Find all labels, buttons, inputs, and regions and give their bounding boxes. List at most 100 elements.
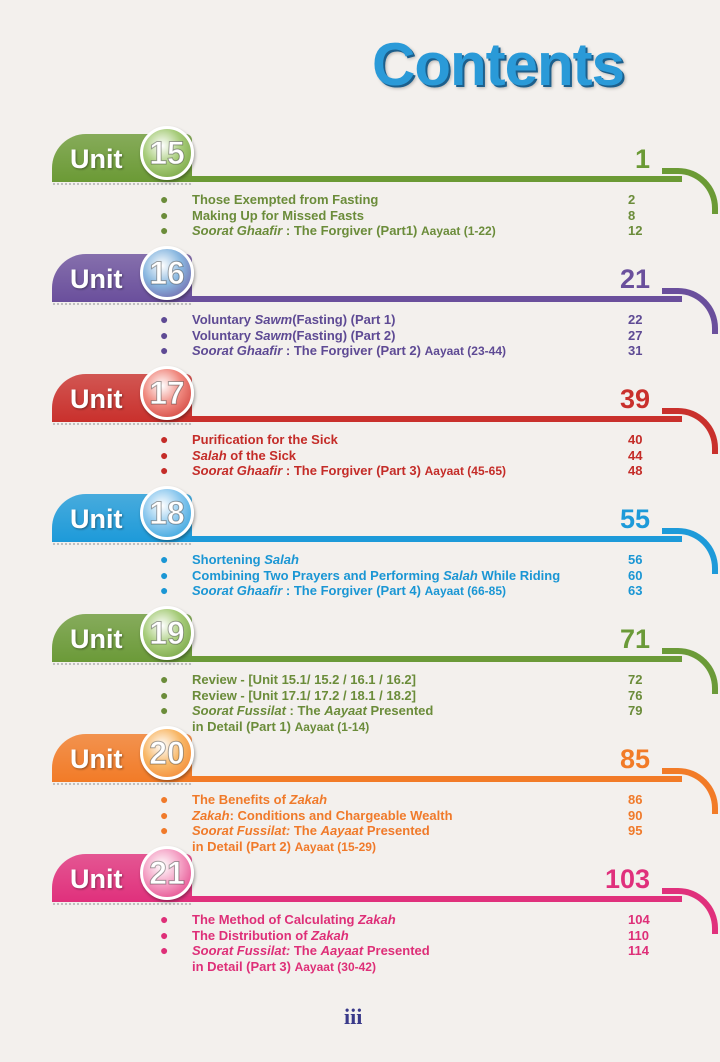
entry-text: Soorat Ghaafir [192, 583, 283, 598]
divider-curve [662, 408, 718, 454]
entry-page-number: 79 [628, 703, 643, 718]
contents-entry[interactable]: ● Combining Two Prayers and Performing Sa… [160, 567, 660, 584]
unit-page-number[interactable]: 85 [619, 744, 650, 774]
contents-entry[interactable]: ● Review - [Unit 17.1/ 17.2 / 18.1 / 18.2… [160, 686, 660, 704]
entry-text: Aayaat (45-65) [424, 464, 506, 478]
unit-number-badge: 15 [140, 126, 194, 180]
bullet-icon: ● [160, 326, 169, 343]
entry-text: Presented [363, 943, 430, 958]
entry-text: in Detail (Part 2) [192, 838, 295, 854]
unit-number-badge: 21 [140, 846, 194, 900]
dotted-shadow [52, 422, 192, 426]
dotted-shadow [52, 542, 192, 546]
divider-line [182, 896, 682, 902]
entry-page-number: 110 [628, 927, 649, 943]
contents-entry[interactable]: ● The Method of Calculating Zakah 104 [160, 911, 660, 928]
contents-entry[interactable]: ● Zakah: Conditions and Chargeable Wealth… [160, 807, 660, 824]
unit-items: ● Those Exempted from Fasting 2 ● Making Up … [160, 191, 660, 240]
entry-text: of the Sick [226, 447, 297, 463]
entry-text: Zakah [358, 912, 396, 927]
entry-page-number: 76 [628, 687, 643, 703]
divider-curve [662, 528, 718, 574]
contents-entry[interactable]: ● Soorat Ghaafir : The Forgiver (Part 4) … [160, 582, 660, 600]
contents-entry[interactable]: ● Voluntary Sawm(Fasting) (Part 1) 22 [160, 311, 660, 328]
bullet-icon: ● [160, 551, 169, 567]
unit-label: Unit [70, 864, 123, 894]
unit-items: ● The Method of Calculating Zakah 104 ● The … [160, 911, 660, 976]
entry-text: : The [285, 703, 325, 718]
entry-page-number: 72 [628, 672, 643, 687]
contents-entry[interactable]: ● Making Up for Missed Fasts 8 [160, 207, 660, 224]
entry-text: Zakah [289, 792, 328, 807]
contents-entry[interactable]: ● Soorat Ghaafir : The Forgiver (Part 3) … [160, 462, 660, 480]
entry-text: Making Up for Missed Fasts [192, 207, 364, 223]
contents-entry[interactable]: ● Voluntary Sawm(Fasting) (Part 2) 27 [160, 326, 660, 344]
entry-text: : The Forgiver (Part 4) [282, 583, 425, 598]
unit-items: ● Review - [Unit 15.1/ 15.2 / 16.1 / 16.2… [160, 671, 660, 736]
unit-page-number[interactable]: 21 [619, 264, 650, 294]
unit-page-number[interactable]: 55 [619, 504, 650, 534]
entry-text: Salah [192, 447, 227, 463]
entry-page-number: 90 [628, 807, 643, 823]
entry-text: Soorat Ghaafir [192, 223, 283, 238]
unit-items: ● The Benefits of Zakah 86 ● Zakah: Conditio… [160, 791, 660, 856]
divider-curve [662, 888, 718, 934]
entry-text: Zakah [311, 927, 349, 943]
dotted-shadow [52, 302, 192, 306]
unit-section-20: Unit 20 85 ● The Benefits of Zakah 86 ● Zakah: … [52, 726, 718, 854]
unit-items: ● Purification for the Sick 40 ● Salah of th… [160, 431, 660, 480]
entry-text: Aayaat (15-29) [294, 839, 376, 854]
unit-number: 21 [149, 854, 186, 891]
bullet-icon: ● [160, 311, 169, 327]
entry-text: The Distribution of [192, 927, 312, 943]
contents-entry[interactable]: ● The Distribution of Zakah 110 [160, 926, 660, 944]
bullet-icon: ● [160, 582, 169, 598]
entry-text: : The Forgiver (Part1) [282, 223, 421, 238]
entry-page-number: 56 [628, 552, 643, 567]
contents-entry[interactable]: ● Purification for the Sick 40 [160, 431, 660, 448]
unit-number: 20 [149, 734, 186, 771]
contents-entry[interactable]: ● Soorat Fussilat : The Aayaat Presented 7… [160, 702, 660, 719]
contents-entry[interactable]: in Detail (Part 1) Aayaat (1-14) [160, 719, 660, 736]
entry-text: Voluntary [192, 312, 255, 327]
bullet-icon: ● [160, 686, 169, 703]
contents-entry[interactable]: ● Salah of the Sick 44 [160, 447, 660, 464]
entry-text: (Fasting) (Part 2) [292, 327, 396, 343]
entry-text: Combining Two Prayers and Performing [192, 567, 444, 583]
divider-line [182, 536, 682, 542]
unit-page-number[interactable]: 1 [634, 144, 650, 174]
entry-text: Soorat Ghaafir [192, 343, 283, 358]
unit-page-number[interactable]: 103 [604, 864, 650, 894]
entry-page-number: 114 [628, 943, 649, 958]
unit-page-number[interactable]: 39 [619, 384, 650, 414]
bullet-icon: ● [160, 222, 169, 238]
unit-section-16: Unit 16 21 ● Voluntary Sawm(Fasting) (Part 1… [52, 246, 718, 366]
divider-curve [662, 288, 718, 334]
entry-page-number: 2 [628, 192, 636, 207]
contents-entry[interactable]: ● Soorat Ghaafir : The Forgiver (Part1) A… [160, 222, 660, 240]
entry-text: Soorat Fussilat [192, 703, 286, 718]
contents-entry[interactable]: in Detail (Part 2) Aayaat (15-29) [160, 839, 660, 856]
contents-entry[interactable]: ● Soorat Ghaafir : The Forgiver (Part 2) … [160, 342, 660, 360]
contents-entry[interactable]: ● Those Exempted from Fasting 2 [160, 191, 660, 208]
contents-entry[interactable]: ● Soorat Fussilat: The Aayaat Presented 95 [160, 822, 660, 839]
contents-entry[interactable]: in Detail (Part 3) Aayaat (30-42) [160, 959, 660, 976]
unit-number-badge: 17 [140, 366, 194, 420]
entry-text: The Method of Calculating [192, 912, 359, 927]
contents-entry[interactable]: ● Shortening Salah 56 [160, 551, 660, 568]
dotted-shadow [52, 662, 192, 666]
unit-number-badge: 20 [140, 726, 194, 780]
contents-entry[interactable]: ● The Benefits of Zakah 86 [160, 791, 660, 808]
unit-section-18: Unit 18 55 ● Shortening Salah 56 ● Combining Tw… [52, 486, 718, 606]
entry-text: While Riding [477, 567, 561, 583]
entry-text: The Benefits of [192, 792, 290, 807]
contents-entry[interactable]: ● Soorat Fussilat: The Aayaat Presented 11… [160, 942, 660, 959]
unit-page-number[interactable]: 71 [619, 624, 650, 654]
entry-text: : The Forgiver (Part 3) [282, 463, 425, 478]
entry-text: (Fasting) (Part 1) [292, 312, 396, 327]
bullet-icon: ● [160, 926, 169, 943]
entry-text: The [290, 823, 321, 838]
divider-line [182, 776, 682, 782]
page-number: iii [344, 1004, 363, 1029]
contents-entry[interactable]: ● Review - [Unit 15.1/ 15.2 / 16.1 / 16.2… [160, 671, 660, 688]
